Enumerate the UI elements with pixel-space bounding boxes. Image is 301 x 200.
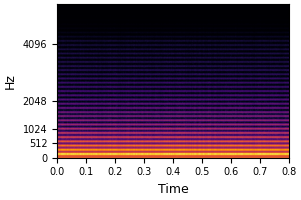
Y-axis label: Hz: Hz [4, 73, 17, 89]
X-axis label: Time: Time [158, 183, 188, 196]
